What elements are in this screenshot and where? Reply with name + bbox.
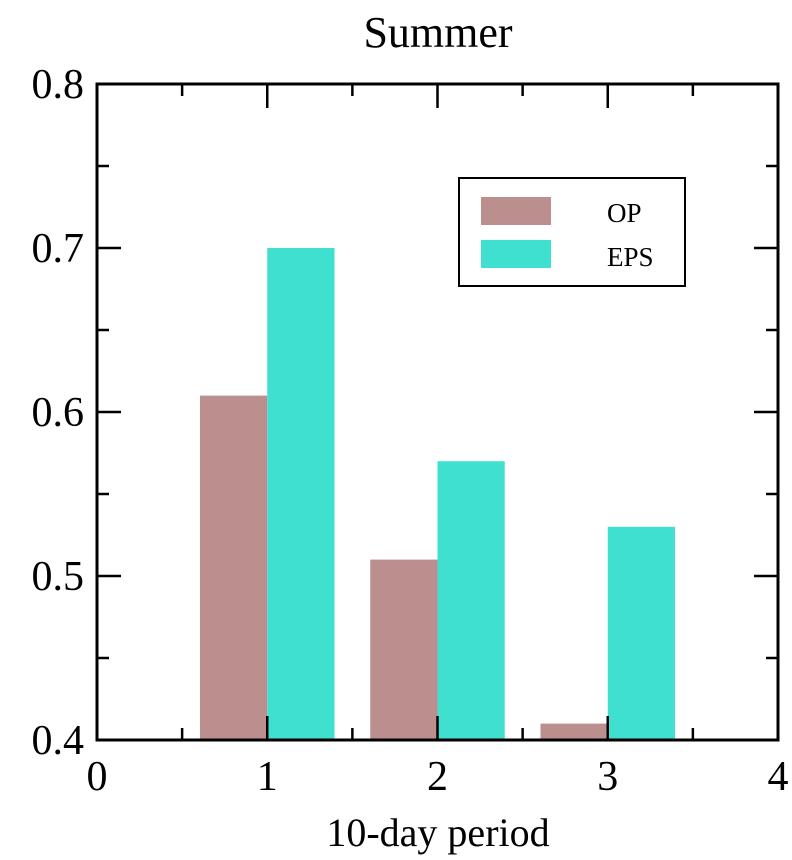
x-tick-label: 0	[87, 754, 108, 800]
x-axis-label: 10-day period	[326, 810, 549, 855]
ticks-layer	[95, 82, 780, 742]
legend: OP EPS	[458, 177, 686, 287]
legend-label-op: OP	[607, 198, 642, 228]
tick-labels-layer: 0 1 2 3 4 0.4 0.5 0.6 0.7 0.8	[32, 62, 789, 800]
legend-label-eps: EPS	[607, 242, 654, 272]
legend-swatch-eps	[481, 240, 551, 268]
chart-title: Summer	[363, 8, 512, 57]
bars-layer	[200, 248, 675, 740]
bar-op-3	[540, 723, 608, 740]
bar-op-2	[370, 559, 438, 740]
bar-eps-2	[437, 461, 505, 740]
bar-eps-1	[267, 248, 335, 740]
y-tick-label: 0.6	[32, 390, 85, 436]
y-tick-label: 0.8	[32, 62, 85, 108]
x-tick-label: 3	[597, 754, 618, 800]
x-tick-label: 1	[257, 754, 278, 800]
bar-op-1	[200, 395, 268, 740]
y-tick-label: 0.7	[32, 226, 85, 272]
y-tick-label: 0.5	[32, 554, 85, 600]
x-tick-label: 2	[427, 754, 448, 800]
y-tick-label: 0.4	[32, 718, 85, 764]
x-tick-label: 4	[768, 754, 789, 800]
bar-eps-3	[607, 526, 675, 740]
plot-frame	[95, 82, 780, 742]
legend-swatch-op	[481, 197, 551, 225]
